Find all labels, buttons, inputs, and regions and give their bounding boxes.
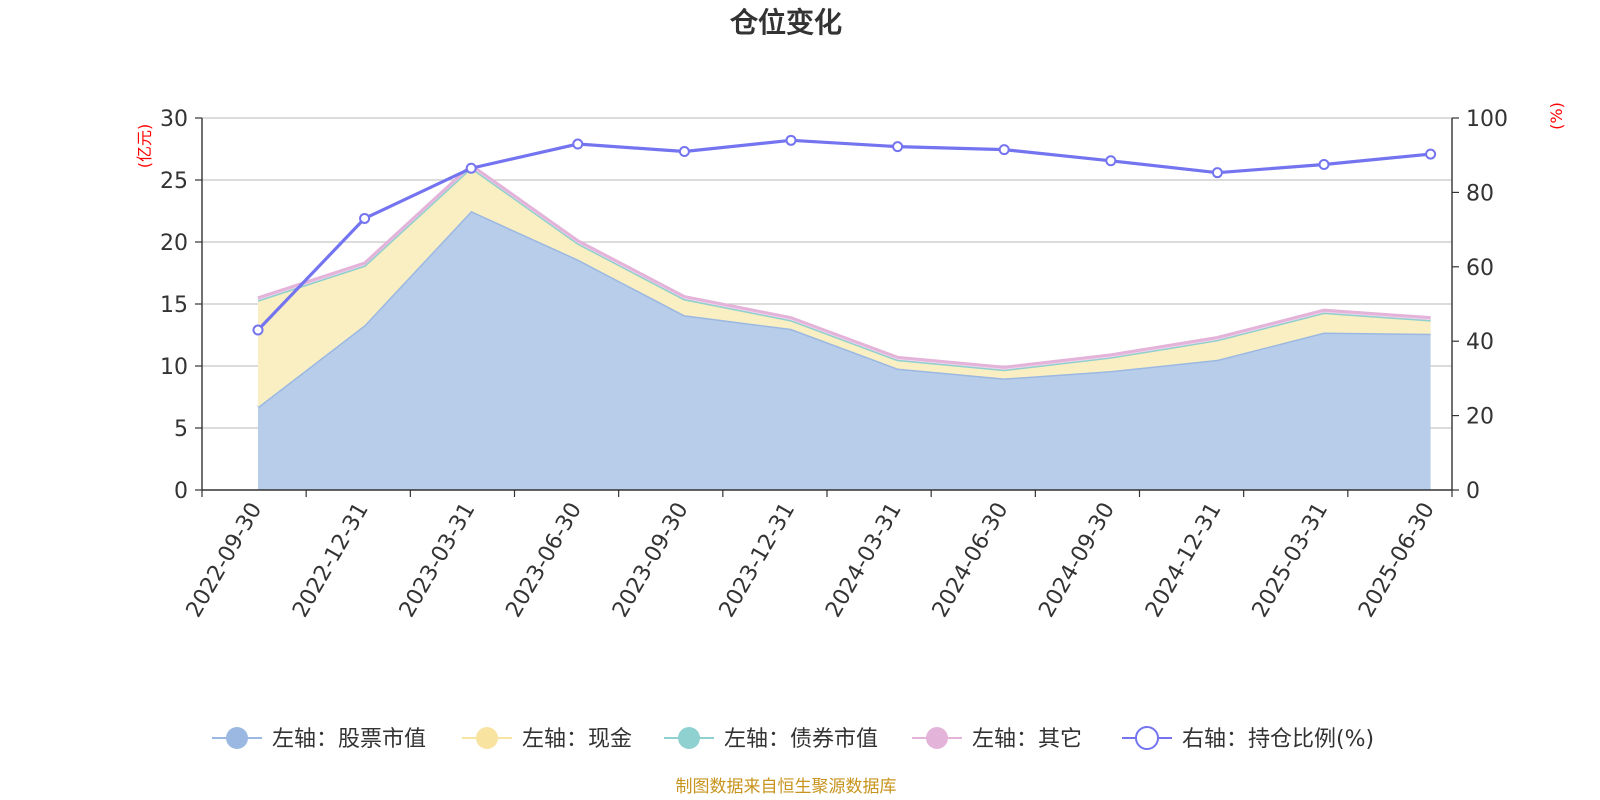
ratio-point [1105,155,1117,167]
ratio-point [998,144,1010,156]
x-tick-label: 2024-03-31 [821,499,907,622]
legend-label: 左轴：股票市值 [272,727,426,752]
x-tick-label: 2023-06-30 [501,499,587,622]
left-tick-label: 5 [174,417,188,442]
position-ratio-line [252,134,1437,336]
legend-label: 左轴：现金 [522,727,632,752]
legend-marker [1135,726,1159,750]
stacked-areas [257,163,1431,490]
source-note: 制图数据来自恒生聚源数据库 [676,777,897,797]
x-tick-label: 2022-12-31 [288,499,374,622]
right-tick-label: 20 [1466,405,1494,430]
left-tick-label: 30 [160,107,188,132]
left-tick-label: 0 [174,479,188,504]
right-tick-label: 40 [1466,330,1494,355]
left-tick-label: 25 [160,169,188,194]
right-tick-label: 0 [1466,479,1480,504]
x-tick-label: 2024-12-31 [1141,499,1227,622]
ratio-point [678,145,690,157]
ratio-point [1318,159,1330,170]
x-tick-label: 2025-06-30 [1354,499,1440,622]
x-tick-label: 2022-09-30 [182,499,268,622]
x-tick-label: 2023-03-31 [395,499,481,622]
left-tick-label: 10 [160,355,188,380]
left-tick-label: 15 [160,293,188,318]
left-axis-unit: (亿元) [135,124,154,169]
ratio-line-path [256,138,1431,332]
legend-label: 左轴：债券市值 [724,727,878,752]
right-axis-unit: (%) [1547,102,1566,130]
area-现金 [258,167,1431,407]
ratio-point [1211,167,1223,179]
ratio-point [465,162,477,174]
legend-marker [678,727,700,749]
x-tick-label: 2024-06-30 [928,498,1014,621]
right-tick-label: 100 [1466,107,1508,132]
chart-title: 仓位变化 [730,6,842,39]
area-股票市值 [258,211,1431,490]
ratio-point [1425,148,1437,160]
left-tick-label: 20 [160,231,188,256]
legend-label: 右轴：持仓比例(%) [1182,727,1374,752]
legend: 左轴：股票市值 左轴：现金 左轴：债券市值 左轴：其它 右轴：持仓比例(%) [212,726,1374,752]
legend-marker [926,727,948,749]
ratio-point [252,324,264,336]
ratio-point [572,138,584,150]
ratio-point [892,141,904,153]
x-tick-label: 2023-09-30 [608,499,694,622]
x-tick-label: 2025-03-31 [1248,499,1334,622]
legend-label: 左轴：其它 [972,727,1082,752]
x-tick-label: 2024-09-30 [1034,499,1120,622]
right-tick-label: 80 [1466,181,1494,206]
legend-marker [226,727,248,749]
area-edge-其它 [257,163,1431,369]
ratio-point [785,134,797,146]
ratio-point [359,212,371,224]
x-tick-label: 2023-12-31 [715,499,801,622]
legend-marker [476,727,498,749]
right-tick-label: 60 [1466,256,1494,281]
